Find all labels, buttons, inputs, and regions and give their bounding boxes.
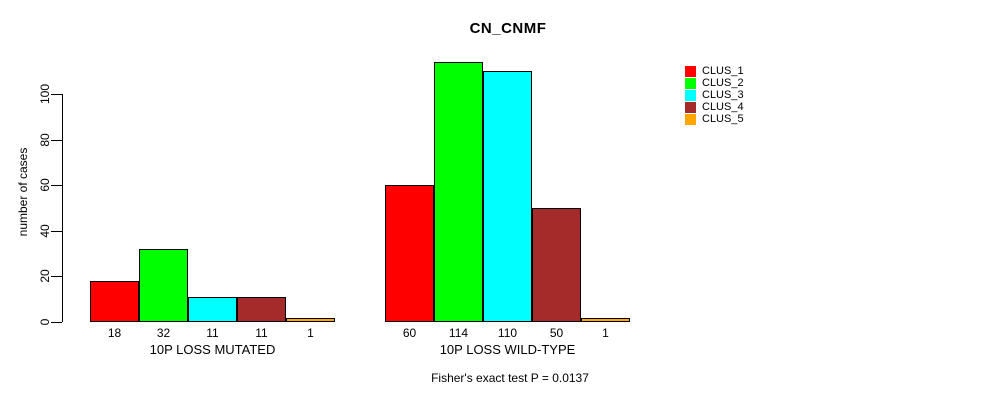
bar-value-label: 110 [497,326,518,340]
bar-value-label: 50 [549,326,564,340]
bar-value-label: 1 [307,326,314,340]
legend-swatch-clus-4 [685,101,696,113]
bar-clus-1 [385,185,434,322]
y-axis-tick [51,140,62,141]
bar-clus-3 [188,297,237,322]
y-axis-tick [51,231,62,232]
bar-clus-4 [237,297,286,322]
bar-clus-5 [581,318,630,322]
bar-clus-2 [434,62,483,322]
legend-entry: CLUS_2 [685,77,744,89]
legend-label: CLUS_4 [702,101,744,113]
bar-value-label: 1 [602,326,609,340]
bar-clus-4 [532,208,581,322]
bar-value-label: 11 [255,326,268,340]
legend-swatch-clus-2 [685,77,696,89]
y-axis-tick [51,185,62,186]
legend-label: CLUS_1 [702,65,744,77]
bar-clus-2 [139,249,188,322]
bar-value-label: 114 [448,326,469,340]
bar-value-label: 60 [402,326,417,340]
legend-swatch-clus-5 [685,113,696,125]
legend-label: CLUS_2 [702,77,744,89]
x-group-label: 10P LOSS MUTATED [149,342,276,357]
legend-entry: CLUS_3 [685,89,744,101]
y-axis-tick [51,94,62,95]
fisher-test-caption: Fisher's exact test P = 0.0137 [431,371,589,385]
bar-clus-5 [286,318,335,322]
y-axis-tick [51,276,62,277]
y-axis-tick [51,322,62,323]
legend-label: CLUS_5 [702,113,744,125]
legend-entry: CLUS_4 [685,101,744,113]
bar-value-label: 32 [156,326,171,340]
legend-swatch-clus-3 [685,89,696,101]
bar-value-label: 18 [107,326,122,340]
bar-clus-3 [483,71,532,322]
chart-title: CN_CNMF [469,20,547,37]
legend-entry: CLUS_1 [685,65,744,77]
bar-clus-1 [90,281,139,322]
legend-swatch-clus-1 [685,65,696,77]
x-group-label: 10P LOSS WILD-TYPE [439,342,576,357]
legend-entry: CLUS_5 [685,113,744,125]
legend-label: CLUS_3 [702,89,744,101]
y-axis-line [62,94,63,322]
bar-value-label: 11 [206,326,219,340]
